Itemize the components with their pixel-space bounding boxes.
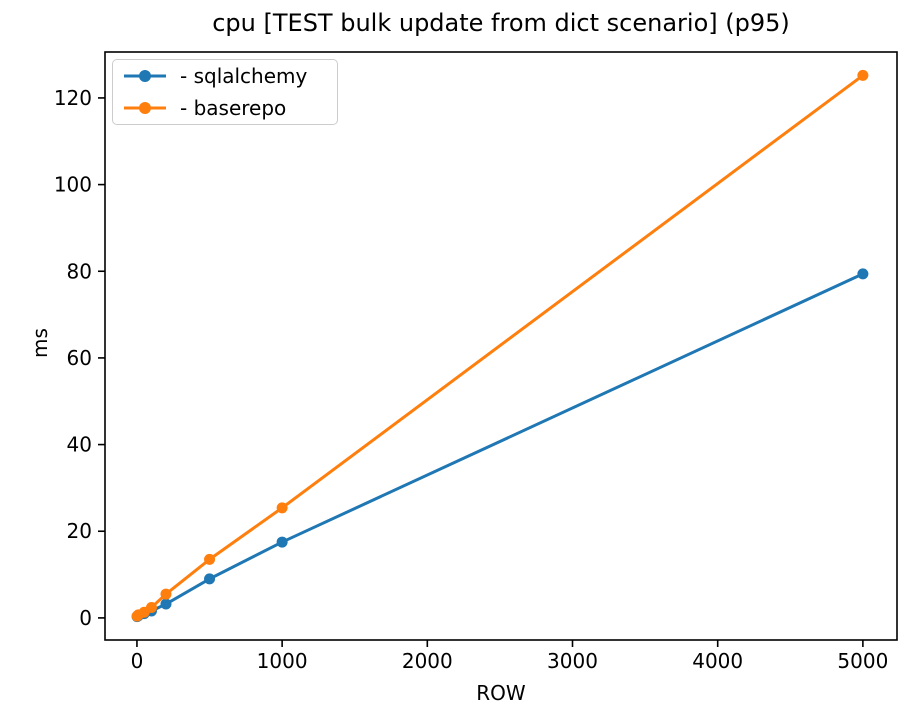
x-tick-label: 2000 bbox=[402, 649, 453, 673]
y-tick-label: 120 bbox=[54, 86, 92, 110]
y-tick-label: 40 bbox=[67, 433, 92, 457]
legend: - sqlalchemy - baserepo bbox=[112, 59, 338, 125]
data-point-baserepo bbox=[276, 502, 288, 514]
legend-item-sqlalchemy: - sqlalchemy bbox=[122, 62, 337, 90]
data-point-sqlalchemy bbox=[276, 536, 288, 548]
x-axis-label: ROW bbox=[476, 681, 526, 705]
y-tick-label: 0 bbox=[79, 606, 92, 630]
data-point-baserepo bbox=[204, 553, 216, 565]
plot-border bbox=[104, 51, 898, 641]
legend-marker-icon bbox=[139, 102, 151, 114]
x-tick-label: 1000 bbox=[257, 649, 308, 673]
y-tick-label: 100 bbox=[54, 173, 92, 197]
y-tick-label: 80 bbox=[67, 259, 92, 283]
y-tick-label: 60 bbox=[67, 346, 92, 370]
legend-label: - baserepo bbox=[180, 96, 287, 120]
data-point-baserepo bbox=[857, 69, 869, 81]
x-tick-label: 4000 bbox=[692, 649, 743, 673]
data-point-sqlalchemy bbox=[204, 573, 216, 585]
legend-line-marker-icon bbox=[124, 70, 166, 82]
x-tick-label: 0 bbox=[131, 649, 144, 673]
series-line-sqlalchemy bbox=[135, 272, 865, 619]
legend-label: - sqlalchemy bbox=[180, 64, 308, 88]
data-point-baserepo bbox=[145, 602, 157, 613]
series-line-baserepo bbox=[135, 73, 865, 618]
legend-marker-icon bbox=[139, 70, 151, 82]
y-tick-label: 20 bbox=[67, 519, 92, 543]
legend-item-baserepo: - baserepo bbox=[122, 94, 337, 122]
x-tick-label: 3000 bbox=[547, 649, 598, 673]
x-tick-label: 5000 bbox=[837, 649, 888, 673]
data-point-sqlalchemy bbox=[160, 598, 172, 610]
legend-line-marker-icon bbox=[124, 102, 166, 114]
chart-title: cpu [TEST bulk update from dict scenario… bbox=[212, 9, 790, 37]
y-axis-label: ms bbox=[28, 328, 52, 358]
data-point-baserepo bbox=[160, 588, 172, 600]
data-point-sqlalchemy bbox=[857, 268, 869, 280]
